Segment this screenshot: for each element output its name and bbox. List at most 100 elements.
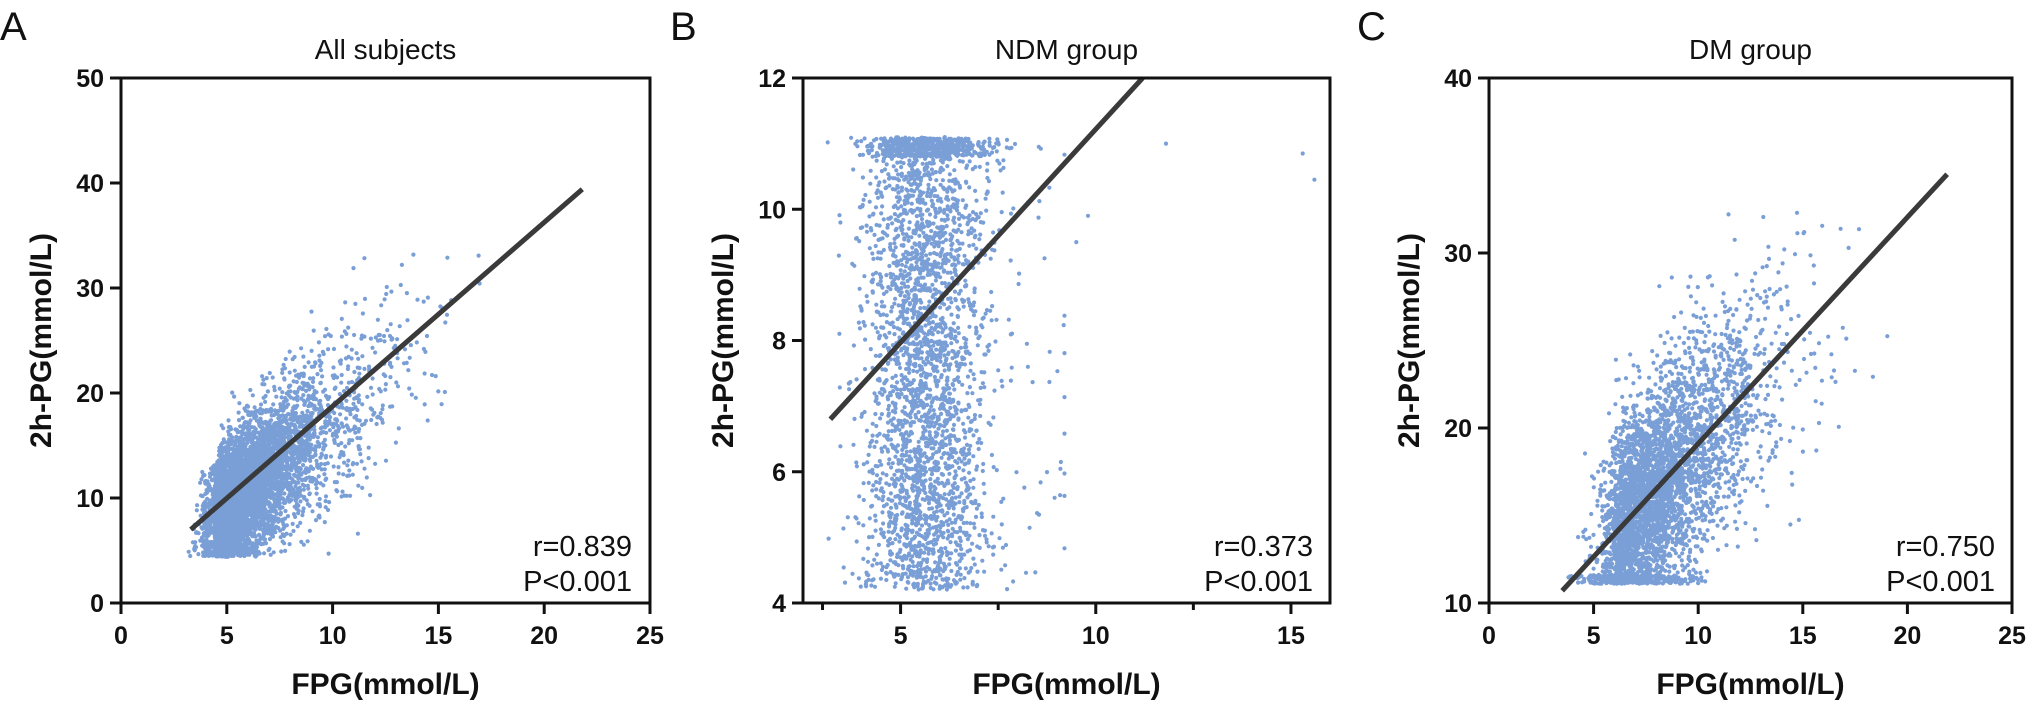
- data-point: [206, 547, 211, 552]
- data-point: [247, 432, 252, 437]
- data-point: [399, 262, 404, 267]
- data-point: [402, 347, 408, 352]
- data-point: [245, 424, 250, 429]
- data-point: [334, 480, 339, 485]
- data-point: [250, 534, 255, 539]
- data-point: [270, 515, 276, 520]
- data-point: [239, 459, 244, 464]
- data-point: [370, 392, 375, 397]
- data-point: [263, 522, 268, 527]
- data-point: [328, 454, 334, 459]
- data-point: [359, 459, 364, 464]
- data-point: [249, 425, 254, 430]
- data-point: [202, 532, 207, 537]
- data-point: [319, 360, 324, 365]
- data-point: [216, 472, 221, 477]
- data-point: [282, 439, 287, 444]
- data-point: [262, 498, 267, 503]
- data-point: [302, 402, 307, 407]
- data-point: [282, 541, 287, 546]
- data-point: [210, 519, 216, 524]
- data-point: [337, 392, 342, 397]
- data-point: [411, 252, 416, 257]
- data-point: [281, 526, 286, 532]
- data-point: [284, 531, 289, 536]
- data-point: [285, 455, 290, 460]
- data-point: [279, 420, 284, 425]
- data-point: [305, 539, 310, 544]
- data-point: [221, 440, 226, 445]
- data-point: [286, 449, 291, 454]
- data-point: [407, 355, 412, 360]
- data-point: [205, 542, 211, 547]
- data-point: [275, 410, 280, 415]
- data-point: [295, 445, 300, 450]
- data-point: [331, 365, 336, 370]
- data-point: [274, 394, 279, 399]
- data-point: [288, 417, 293, 422]
- data-point: [421, 299, 426, 304]
- data-point: [346, 441, 351, 446]
- data-point: [286, 487, 291, 492]
- data-point: [267, 370, 272, 376]
- data-point: [405, 318, 410, 323]
- data-point: [258, 416, 263, 422]
- data-point: [318, 426, 323, 431]
- data-point: [352, 396, 357, 401]
- data-point: [317, 353, 322, 358]
- data-point: [305, 383, 310, 388]
- data-point: [246, 521, 251, 526]
- data-point: [201, 501, 206, 506]
- data-point: [252, 405, 257, 410]
- data-point: [201, 473, 206, 478]
- data-point: [387, 362, 393, 367]
- data-point: [341, 472, 346, 477]
- data-point: [252, 431, 257, 436]
- data-point: [415, 297, 420, 302]
- data-point: [322, 437, 327, 442]
- data-point: [234, 436, 239, 441]
- data-point: [243, 540, 248, 545]
- data-point: [260, 382, 265, 387]
- data-point: [323, 505, 328, 510]
- data-point: [202, 552, 207, 557]
- data-point: [259, 485, 264, 490]
- data-point: [296, 510, 301, 516]
- data-point: [303, 476, 308, 481]
- data-point: [310, 385, 315, 390]
- data-point: [421, 346, 426, 352]
- data-point: [344, 416, 349, 421]
- data-point: [385, 328, 390, 333]
- data-point: [277, 414, 283, 419]
- data-point: [232, 394, 237, 399]
- data-point: [299, 396, 304, 401]
- data-point: [318, 402, 323, 407]
- data-point: [264, 376, 269, 381]
- data-point: [339, 421, 344, 426]
- data-point: [265, 500, 270, 505]
- data-point: [235, 430, 240, 435]
- data-point: [339, 316, 344, 321]
- data-point: [307, 475, 312, 480]
- data-point: [414, 340, 419, 345]
- data-point: [349, 347, 354, 352]
- data-point: [274, 479, 279, 484]
- data-point: [269, 532, 274, 537]
- data-point: [404, 291, 409, 296]
- data-point: [237, 464, 243, 469]
- data-point: [318, 455, 323, 460]
- data-point: [333, 429, 338, 434]
- data-point: [295, 419, 300, 424]
- data-point: [261, 536, 266, 541]
- data-point: [281, 522, 286, 527]
- data-point: [283, 508, 288, 514]
- data-point: [277, 428, 282, 433]
- data-point: [295, 403, 300, 408]
- data-point: [293, 390, 298, 396]
- data-point: [331, 421, 336, 426]
- data-point: [295, 460, 300, 465]
- data-point: [379, 303, 384, 308]
- data-point: [240, 415, 245, 420]
- data-point: [331, 464, 336, 469]
- data-point: [347, 468, 352, 473]
